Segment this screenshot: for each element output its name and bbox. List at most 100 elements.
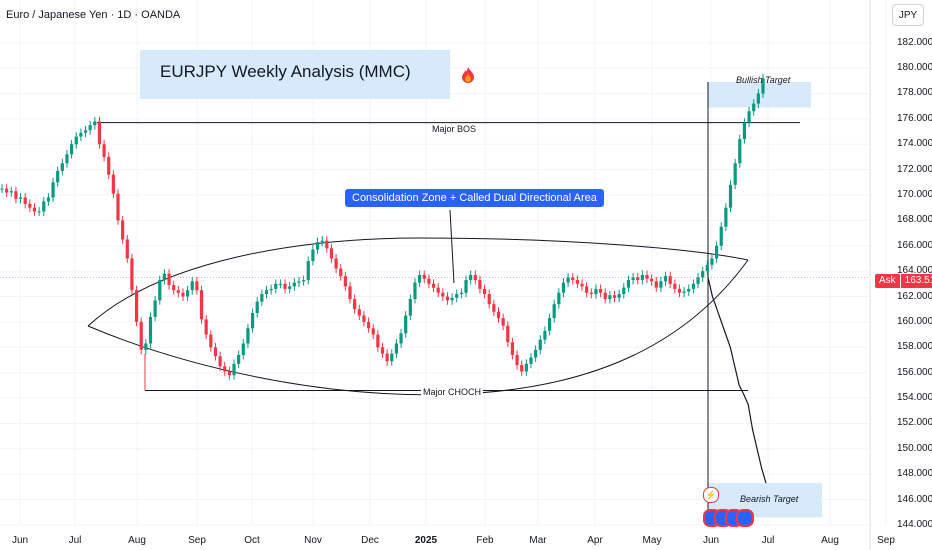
candle-body [362, 315, 366, 322]
candle-body [121, 220, 125, 240]
y-tick-label: 172.000 [897, 163, 932, 175]
candle-body [436, 287, 440, 293]
x-tick-label: Aug [128, 535, 146, 546]
candle-body [144, 343, 148, 350]
candle-body [445, 296, 450, 301]
x-tick-label: Jun [702, 535, 720, 546]
candle-body [399, 333, 403, 344]
candle-body [719, 226, 723, 246]
y-tick-label: 162.000 [897, 290, 932, 302]
candle-body [264, 290, 269, 294]
candle-body [640, 274, 644, 281]
candle-body [376, 334, 380, 348]
candle-body [176, 290, 180, 293]
candle-body [441, 292, 445, 297]
candle-body [496, 311, 501, 319]
candle-body [418, 274, 422, 283]
event-flag-icon[interactable] [703, 509, 754, 527]
candle-body [148, 316, 153, 344]
candle-body [663, 276, 668, 282]
candle-body [111, 174, 115, 194]
candle-body [478, 280, 482, 289]
candle-body [88, 125, 92, 131]
candle-body [742, 122, 747, 140]
candle-body [74, 136, 78, 145]
candle-body [469, 274, 473, 281]
candle-body [728, 184, 733, 208]
candle-body [404, 315, 408, 334]
target-zones [708, 82, 822, 518]
candle-body [348, 286, 352, 300]
candle-body [199, 290, 204, 320]
x-tick-label: Aug [821, 535, 839, 546]
candle-body [162, 273, 167, 281]
candle-body [524, 363, 528, 372]
candle-body [37, 211, 41, 213]
candle-body [487, 294, 491, 305]
candle-body [79, 132, 83, 137]
candle-body [520, 365, 524, 372]
event-icon[interactable] [736, 509, 754, 527]
candle-body [464, 280, 468, 293]
candle-body [56, 170, 60, 183]
candle-body [710, 258, 714, 265]
candle-body [51, 182, 55, 198]
candle-body [172, 285, 176, 291]
candle-body [134, 290, 139, 322]
candle-body [450, 297, 454, 301]
candle-body [218, 356, 222, 367]
candle-body [701, 271, 705, 278]
candle-body [18, 197, 23, 199]
candle-body [139, 321, 143, 350]
candle-body [83, 130, 88, 133]
candle-body [589, 292, 593, 294]
candle-body [70, 144, 74, 155]
candle-body [733, 163, 737, 185]
candle-body [241, 343, 245, 355]
y-tick-label: 182.000 [897, 36, 932, 48]
candle-body [5, 188, 9, 193]
candle-body [622, 287, 626, 294]
candle-body [28, 203, 32, 208]
x-tick-label: Mar [529, 535, 547, 546]
bos-label: Major BOS [430, 124, 479, 134]
candlestick-series [0, 73, 765, 380]
candle-body [237, 354, 241, 364]
candle-body [510, 342, 515, 355]
candle-body [617, 294, 621, 298]
currency-button[interactable]: JPY [892, 4, 924, 26]
x-tick-label: Jun [11, 535, 29, 546]
x-tick-label: Oct [244, 535, 260, 546]
candle-body [561, 282, 566, 293]
candle-body [608, 295, 612, 300]
x-tick-label: Dec [361, 535, 379, 546]
candle-body [482, 288, 487, 294]
candle-body [413, 282, 417, 300]
candle-body [645, 274, 649, 279]
candle-body [547, 318, 552, 331]
candle-body [682, 291, 686, 293]
candle-body [195, 281, 199, 291]
candle-body [102, 144, 106, 157]
candle-body [543, 330, 547, 340]
candle-body [431, 283, 436, 288]
candle-body [696, 277, 700, 284]
y-tick-label: 166.000 [897, 239, 932, 251]
candle-body [459, 292, 463, 294]
candle-body [371, 328, 375, 335]
candle-body [125, 239, 129, 259]
x-tick-label: Nov [304, 535, 322, 546]
candle-body [687, 288, 691, 292]
chart-grid [0, 0, 887, 550]
candle-body [390, 353, 394, 362]
candle-body [329, 248, 334, 259]
candle-body [557, 292, 561, 305]
candle-body [93, 121, 97, 126]
candle-body [343, 276, 347, 287]
choch-label: Major CHOCH [421, 387, 484, 397]
candle-body [250, 313, 255, 329]
candle-body [752, 103, 756, 112]
candle-body [223, 366, 227, 372]
lightning-icon[interactable]: ⚡ [703, 487, 719, 503]
